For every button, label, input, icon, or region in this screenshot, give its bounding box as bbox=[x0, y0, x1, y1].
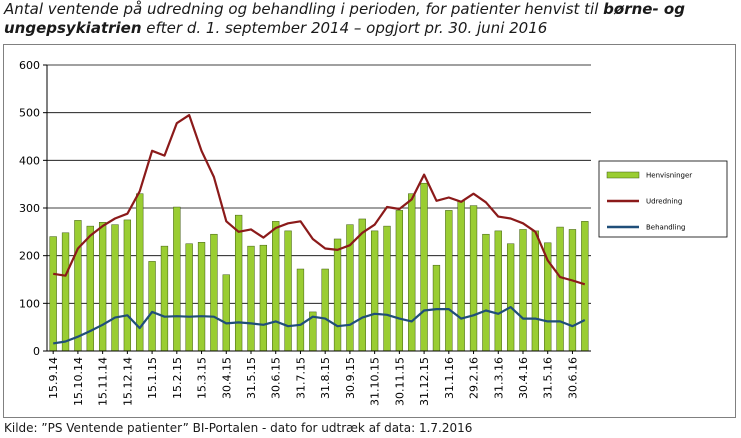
bar-henvisninger bbox=[568, 229, 577, 352]
bar-henvisninger bbox=[395, 210, 404, 352]
line-layer bbox=[53, 113, 586, 345]
x-tick-label: 29.2.16 bbox=[468, 357, 481, 399]
x-tick-label: 31.12.15 bbox=[418, 357, 431, 406]
bar-henvisninger bbox=[49, 236, 57, 352]
x-tick-label: 15.11.14 bbox=[97, 357, 110, 406]
x-tick-label: 31.5.16 bbox=[542, 357, 555, 399]
bar-henvisninger bbox=[123, 219, 132, 352]
x-tick-label: 31.1.16 bbox=[443, 357, 456, 399]
bar-henvisninger bbox=[222, 274, 230, 352]
bar-henvisninger bbox=[247, 245, 255, 352]
bar-henvisninger bbox=[420, 182, 428, 352]
bar-henvisninger bbox=[210, 233, 218, 352]
line-behandling bbox=[53, 306, 586, 345]
legend-label-henvisninger: Henvisninger bbox=[646, 172, 692, 180]
legend-label-udredning: Udredning bbox=[646, 198, 682, 206]
x-tick-label: 31.3.16 bbox=[492, 357, 505, 399]
bar-henvisninger bbox=[531, 230, 540, 352]
bar-henvisninger bbox=[408, 193, 416, 352]
bar-henvisninger bbox=[173, 206, 181, 352]
bar-henvisninger bbox=[383, 225, 391, 352]
x-tick-label: 30.6.15 bbox=[270, 357, 283, 399]
legend-label-behandling: Behandling bbox=[646, 224, 685, 232]
x-tick-label: 31.7.15 bbox=[295, 357, 308, 399]
y-tick-label: 500 bbox=[19, 107, 40, 120]
bar-henvisninger bbox=[61, 232, 70, 352]
bar-henvisninger bbox=[445, 210, 453, 352]
bar-henvisninger bbox=[506, 243, 515, 352]
y-tick-label: 200 bbox=[19, 250, 40, 263]
bar-henvisninger bbox=[457, 200, 465, 352]
bar-henvisninger bbox=[469, 205, 478, 352]
title-part-1: Antal ventende på udredning og behandlin… bbox=[4, 0, 604, 18]
bar-henvisninger bbox=[98, 222, 107, 352]
x-tick-label: 31.5.15 bbox=[245, 357, 258, 399]
bar-henvisninger bbox=[197, 242, 206, 352]
bar-henvisninger bbox=[556, 226, 564, 352]
y-tick-label: 600 bbox=[19, 59, 40, 72]
title-part-2-bold: børne- og ungepsykiatrien bbox=[4, 0, 685, 37]
x-tick-label: 15.10.14 bbox=[72, 357, 85, 406]
x-tick-label: 15.1.15 bbox=[146, 357, 159, 399]
bar-henvisninger bbox=[581, 221, 589, 352]
x-tick-label: 30.4.16 bbox=[517, 357, 530, 399]
bar-henvisninger bbox=[296, 268, 305, 352]
bar-henvisninger bbox=[284, 230, 292, 352]
x-tick-label: 30.4.15 bbox=[220, 357, 233, 399]
legend: Henvisninger Udredning Behandling bbox=[598, 160, 728, 238]
axis-layer: 0 100 200 300 400 500 600 15.9.14 15.10.14 15.11.… bbox=[19, 59, 591, 406]
x-tick-label: 15.2.15 bbox=[171, 357, 184, 399]
bar-henvisninger bbox=[494, 230, 502, 352]
x-tick-label: 30.11.15 bbox=[393, 357, 406, 406]
bar-henvisninger bbox=[148, 261, 156, 352]
y-tick-label: 400 bbox=[19, 154, 40, 167]
x-tick-label: 15.3.15 bbox=[196, 357, 209, 399]
bar-henvisninger bbox=[370, 230, 379, 352]
y-tick-label: 100 bbox=[19, 297, 40, 310]
y-tick-label: 0 bbox=[33, 345, 40, 358]
x-tick-label: 31.10.15 bbox=[369, 357, 382, 406]
bar-henvisninger bbox=[185, 243, 193, 352]
x-tick-label: 30.9.15 bbox=[344, 357, 357, 399]
source-note: Kilde: ”PS Ventende patienter” BI-Portal… bbox=[4, 421, 473, 435]
x-tick-label: 15.9.14 bbox=[47, 357, 60, 399]
legend-swatch-henvisninger bbox=[606, 171, 640, 179]
y-tick-label: 300 bbox=[19, 202, 40, 215]
bar-henvisninger bbox=[111, 224, 119, 352]
bar-henvisninger bbox=[272, 221, 280, 352]
x-tick-label: 31.8.15 bbox=[319, 357, 332, 399]
x-tick-label: 30.6.16 bbox=[567, 357, 580, 399]
bar-layer bbox=[49, 182, 589, 352]
chart-title: Antal ventende på udredning og behandlin… bbox=[4, 0, 737, 38]
bar-henvisninger bbox=[358, 218, 366, 352]
chart-svg: 0 100 200 300 400 500 600 15.9.14 15.10.14 15.11.… bbox=[19, 59, 728, 406]
bar-henvisninger bbox=[234, 214, 243, 352]
bar-henvisninger bbox=[519, 229, 527, 352]
line-udredning bbox=[53, 113, 586, 286]
bar-henvisninger bbox=[160, 245, 169, 352]
x-tick-label: 15.12.14 bbox=[121, 357, 134, 406]
bar-henvisninger bbox=[321, 268, 329, 352]
chart-frame: 0 100 200 300 400 500 600 15.9.14 15.10.14 15.11.… bbox=[3, 44, 736, 418]
title-part-3: efter d. 1. september 2014 – opgjort pr.… bbox=[141, 19, 548, 37]
bar-henvisninger bbox=[482, 233, 490, 352]
bar-henvisninger bbox=[74, 220, 82, 352]
bar-henvisninger bbox=[259, 244, 268, 352]
bar-henvisninger bbox=[333, 238, 342, 352]
